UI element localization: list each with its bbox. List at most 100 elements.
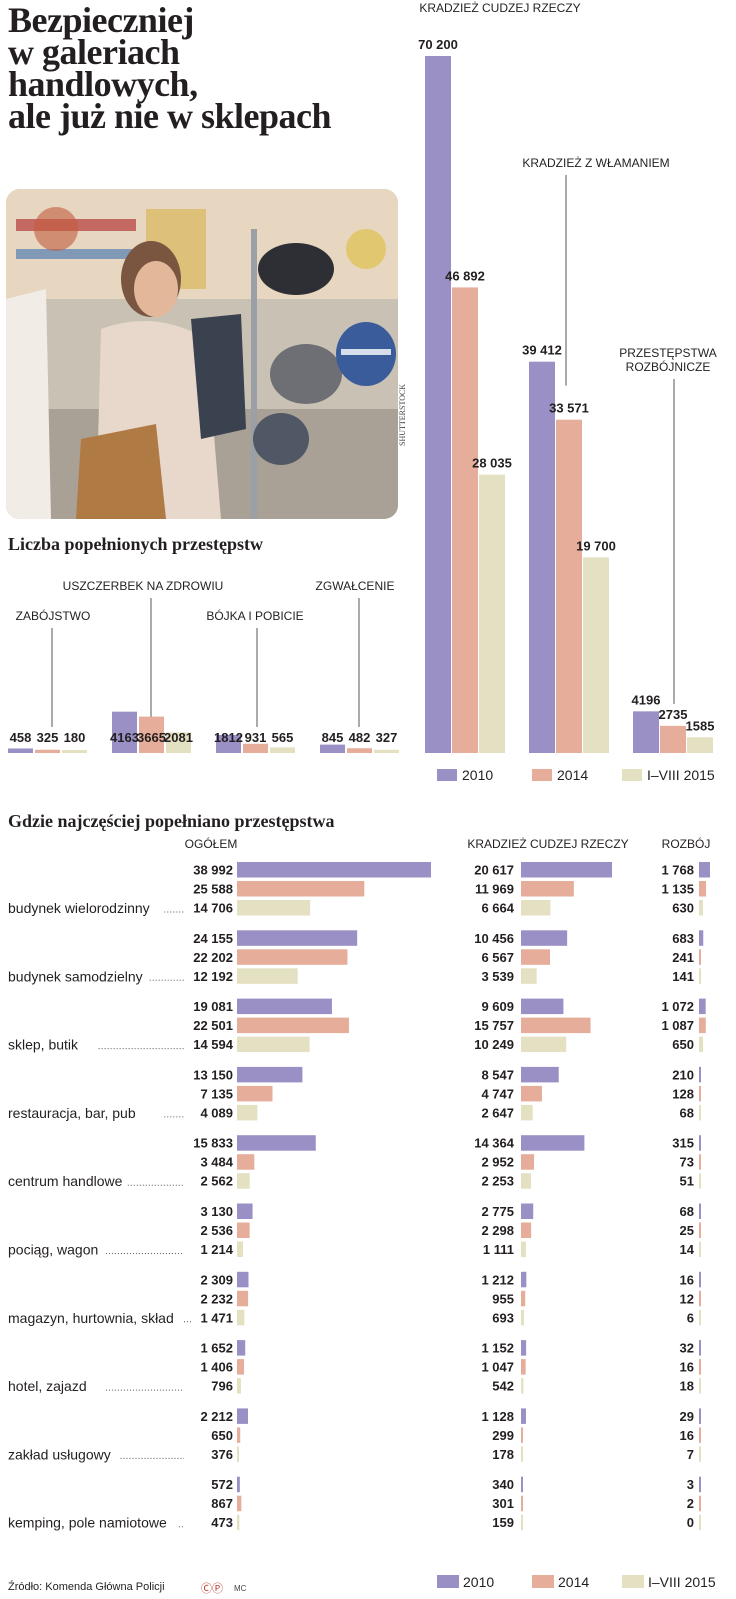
bar-2010 (8, 748, 33, 753)
shopping-photo (6, 189, 398, 519)
legend2-label: 2010 (463, 1574, 494, 1590)
group-header: KRADZIEŻ CUDZEJ RZECZY (467, 837, 628, 851)
bar-value-label: 46 892 (445, 268, 485, 283)
bar-I–VIII 2015 (270, 747, 295, 753)
hbar-rozboj-I–VIII 2015 (699, 1241, 701, 1257)
hbar-value-label: 2 952 (481, 1155, 514, 1170)
hbar-value-label: 29 (680, 1409, 694, 1424)
hbar-value-label: 10 249 (474, 1037, 514, 1052)
hbar-rozboj-2014 (699, 1017, 706, 1034)
hbar-rozboj-2014 (699, 949, 701, 965)
author-initials: MC (234, 1584, 247, 1593)
hbar-value-label: 14 364 (474, 1136, 515, 1151)
hbar-ogolem-I–VIII 2015 (237, 1241, 244, 1257)
bar-value-label: 931 (245, 730, 267, 745)
hbar-rozboj-2010 (699, 930, 704, 946)
headline-line-2: w galeriach (8, 32, 180, 72)
hbar-value-label: 15 757 (474, 1018, 514, 1033)
hbar-rozboj-I–VIII 2015 (699, 1309, 701, 1326)
headline: Bezpieczniej w galeriach handlowych, ale… (8, 2, 408, 134)
hbar-value-label: 18 (680, 1379, 694, 1394)
place-label: budynek samodzielny (8, 968, 143, 984)
hbar-rozboj-2010 (699, 1408, 701, 1424)
bar-value-label: 1585 (686, 718, 715, 733)
hbar-rozboj-2010 (699, 1271, 701, 1288)
hbar-value-label: 16 (680, 1360, 694, 1375)
hbar-value-label: 68 (680, 1105, 694, 1120)
hbar-kradziez-2014 (521, 881, 574, 897)
bar-value-label: 1812 (214, 730, 243, 745)
hbar-value-label: 2 647 (481, 1105, 514, 1120)
hbar-value-label: 15 833 (193, 1136, 233, 1151)
hbar-value-label: 572 (211, 1477, 233, 1492)
hbar-kradziez-I–VIII 2015 (521, 900, 551, 916)
hbar-rozboj-2014 (699, 1085, 701, 1102)
hbar-rozboj-I–VIII 2015 (699, 900, 703, 916)
category-label: USZCZERBEK NA ZDROWIU (63, 579, 224, 593)
hbar-ogolem-2014 (237, 1290, 249, 1307)
hbar-value-label: 141 (672, 969, 694, 984)
hbar-value-label: 1 768 (661, 863, 694, 878)
hbar-ogolem-I–VIII 2015 (237, 1378, 241, 1394)
place-label: budynek wielorodzinny (8, 900, 150, 916)
bar-value-label: 565 (272, 730, 294, 745)
hbar-kradziez-2014 (521, 1427, 523, 1443)
bar-value-label: 19 700 (576, 538, 616, 553)
category-label: ZGWAŁCENIE (316, 579, 395, 593)
hbar-kradziez-2014 (521, 949, 550, 965)
hbar-ogolem-2014 (237, 1359, 244, 1375)
hbar-ogolem-2014 (237, 1154, 255, 1170)
hbar-value-label: 2 562 (200, 1174, 233, 1189)
hbar-rozboj-2014 (699, 881, 707, 897)
hbar-rozboj-2014 (699, 1222, 701, 1238)
hbar-kradziez-2010 (521, 930, 568, 946)
hbar-value-label: 2 775 (481, 1204, 514, 1219)
hbar-value-label: 9 609 (481, 999, 514, 1014)
bar-I–VIII 2015 (583, 557, 609, 753)
legend2-swatch-I–VIII 2015 (622, 1575, 644, 1588)
hbar-kradziez-2014 (521, 1290, 526, 1307)
hbar-kradziez-2014 (521, 1017, 591, 1034)
place-label: pociąg, wagon (8, 1242, 98, 1258)
hbar-value-label: 2 212 (200, 1409, 233, 1424)
hbar-ogolem-I–VIII 2015 (237, 1104, 258, 1121)
hbar-value-label: 1 128 (481, 1409, 514, 1424)
legend-swatch-I–VIII 2015 (622, 769, 642, 781)
bar-value-label: 4196 (632, 692, 661, 707)
hbar-value-label: 683 (672, 931, 694, 946)
place-label: restauracja, bar, pub (8, 1105, 136, 1121)
hbar-ogolem-2010 (237, 1066, 303, 1083)
hbar-value-label: 2 232 (200, 1291, 233, 1306)
hbar-value-label: 14 706 (193, 901, 233, 916)
bar-2014 (452, 287, 478, 753)
bar-value-label: 845 (322, 730, 344, 745)
source-note: Źródło: Komenda Główna Policji (8, 1581, 165, 1593)
bar-2010 (320, 744, 345, 753)
bar-value-label: 33 571 (549, 401, 589, 416)
place-label: kemping, pole namiotowe (8, 1515, 167, 1531)
bar-I–VIII 2015 (62, 750, 87, 753)
hbar-value-label: 1 087 (661, 1018, 694, 1033)
bar-value-label: 70 200 (418, 37, 458, 52)
hbar-value-label: 4 089 (200, 1105, 233, 1120)
hbar-value-label: 2 309 (200, 1272, 233, 1287)
bar-2010 (425, 56, 451, 753)
hbar-value-label: 0 (687, 1515, 694, 1530)
bar-value-label: 482 (349, 730, 371, 745)
bar-value-label: 28 035 (472, 456, 512, 471)
hbar-value-label: 1 212 (481, 1272, 514, 1287)
hbar-value-label: 38 992 (193, 863, 233, 878)
hbar-kradziez-I–VIII 2015 (521, 1036, 567, 1053)
hbar-value-label: 6 664 (481, 901, 514, 916)
hbar-value-label: 68 (680, 1204, 694, 1219)
hbar-kradziez-2014 (521, 1222, 532, 1238)
hbar-ogolem-I–VIII 2015 (237, 1173, 250, 1189)
hbar-value-label: 376 (211, 1447, 233, 1462)
bar-value-label: 325 (37, 730, 59, 745)
hbar-ogolem-I–VIII 2015 (237, 1446, 239, 1462)
bar-I–VIII 2015 (374, 749, 399, 753)
bar-2014 (35, 749, 60, 753)
hbar-value-label: 241 (672, 950, 694, 965)
legend2-swatch-2014 (532, 1575, 554, 1588)
